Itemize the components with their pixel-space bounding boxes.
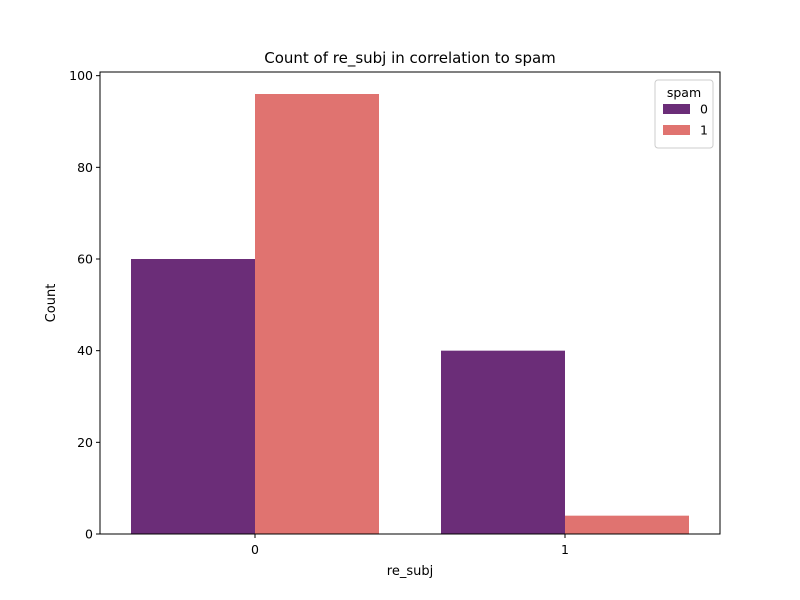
legend-swatch-1 [663,125,690,135]
legend: spam 01 [654,79,714,149]
legend-items: 01 [663,102,708,138]
y-tick-label: 80 [77,160,93,175]
x-tick-label: 1 [561,542,569,557]
legend-label-1: 1 [700,123,708,138]
bar-spam-0-re-subj-1 [441,350,565,534]
chart-title: Count of re_subj in correlation to spam [264,49,556,68]
legend-swatch-0 [663,104,690,114]
y-tick-label: 60 [77,252,93,267]
x-tick-label: 0 [251,542,259,557]
y-tick-label: 0 [85,527,93,542]
y-axis-label: Count [44,284,59,323]
y-tick-label: 20 [77,435,93,450]
bars [131,94,689,534]
x-axis-label: re_subj [387,564,433,579]
y-tick-label: 100 [69,68,93,83]
y-tick-label: 40 [77,343,93,358]
bar-spam-0-re-subj-0 [131,259,255,534]
legend-title: spam [667,85,701,100]
legend-label-0: 0 [700,102,708,117]
y-axis-ticks: 0 20 40 60 80 100 [69,68,100,542]
bar-spam-1-re-subj-0 [255,94,379,534]
plot-frame [99,71,721,535]
bar-spam-1-re-subj-1 [565,515,689,534]
